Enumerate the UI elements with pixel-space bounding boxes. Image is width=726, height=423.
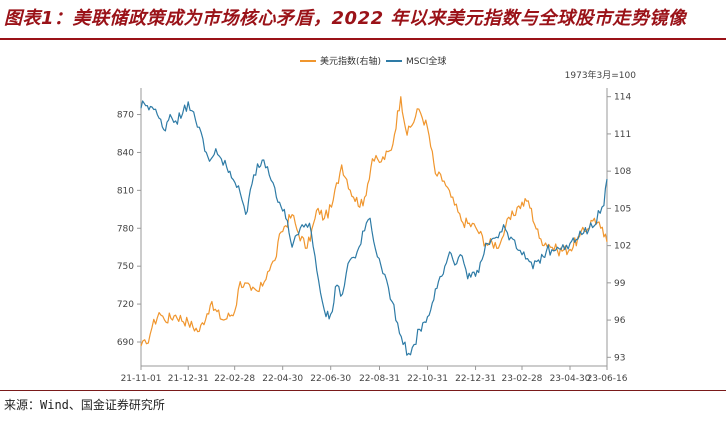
y-right-tick-label: 102 (614, 242, 631, 252)
x-tick-label: 23-04-30 (550, 374, 591, 384)
y-right-tick-label: 108 (614, 167, 631, 177)
y-right-tick-label: 93 (614, 353, 625, 363)
chart-legend: 美元指数(右轴) MSCI全球 (300, 55, 446, 67)
y-left-tick-label: 690 (117, 338, 134, 348)
x-tick-label: 22-04-30 (262, 374, 303, 384)
source-note: 来源：Wind、国金证券研究所 (4, 398, 165, 412)
y-left-tick-label: 750 (117, 262, 134, 272)
y-left-tick-label: 870 (117, 111, 134, 121)
legend-label: 美元指数(右轴) (320, 55, 381, 67)
page-title: 图表1：美联储政策成为市场核心矛盾，2022 年以来美元指数与全球股市走势镜像 (4, 8, 687, 29)
axis-annotation: 1973年3月=100 (565, 69, 637, 81)
x-tick-label: 22-06-30 (310, 374, 351, 384)
footer-rule (0, 390, 726, 391)
y-left-tick-label: 840 (117, 148, 134, 158)
y-left-tick-label: 720 (117, 300, 134, 310)
legend-label: MSCI全球 (406, 55, 446, 67)
y-right-ticks: 93 96 99 102 105 108 111 114 (607, 93, 631, 363)
x-tick-label: 22-08-31 (359, 374, 400, 384)
x-ticks: 21-11-01 21-12-31 22-02-28 22-04-30 22-06-30… (121, 366, 628, 384)
x-tick-label: 21-12-31 (168, 374, 209, 384)
y-right-tick-label: 99 (614, 279, 626, 289)
y-left-tick-label: 780 (117, 224, 134, 234)
series-layer (140, 96, 608, 356)
chart-container: 美元指数(右轴) MSCI全球 1973年3月=100 690 720 750 780 8… (0, 42, 726, 388)
y-right-tick-label: 96 (614, 316, 626, 326)
x-tick-label: 23-02-28 (502, 374, 543, 384)
y-left-tick-label: 810 (117, 186, 134, 196)
y-right-tick-label: 105 (614, 204, 631, 214)
x-tick-label: 22-02-28 (214, 374, 255, 384)
series-line-0 (140, 96, 608, 347)
x-tick-label: 23-06-16 (587, 374, 628, 384)
line-chart: 美元指数(右轴) MSCI全球 1973年3月=100 690 720 750 780 8… (117, 55, 637, 384)
legend-item-0: 美元指数(右轴) (300, 55, 381, 67)
y-left-ticks: 690 720 750 780 810 840 870 (117, 111, 141, 348)
y-right-tick-label: 114 (614, 93, 631, 103)
title-rule (0, 38, 726, 40)
y-right-tick-label: 111 (614, 130, 631, 140)
x-tick-label: 22-10-31 (407, 374, 448, 384)
x-tick-label: 21-11-01 (121, 374, 162, 384)
x-tick-label: 22-12-31 (455, 374, 496, 384)
legend-item-1: MSCI全球 (386, 55, 446, 67)
series-line-1 (140, 100, 608, 356)
